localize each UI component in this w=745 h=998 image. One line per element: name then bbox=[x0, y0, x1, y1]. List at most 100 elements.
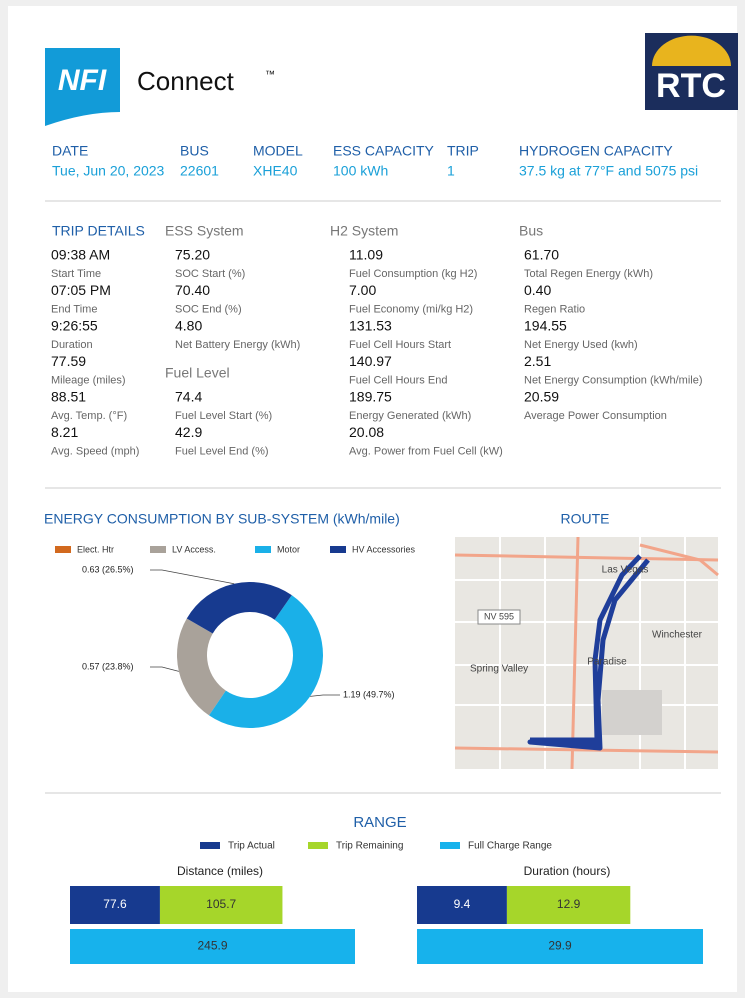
info-value: Tue, Jun 20, 2023 bbox=[52, 163, 165, 179]
detail-label: Duration bbox=[51, 339, 93, 351]
bar-label: 77.6 bbox=[103, 897, 127, 911]
section-title: Bus bbox=[519, 223, 543, 239]
detail-value: 2.51 bbox=[524, 353, 551, 369]
detail-label: Fuel Economy (mi/kg H2) bbox=[349, 303, 473, 315]
detail-label: Avg. Power from Fuel Cell (kW) bbox=[349, 445, 503, 457]
detail-label: Energy Generated (kWh) bbox=[349, 410, 471, 422]
detail-value: 75.20 bbox=[175, 247, 210, 263]
detail-label: Avg. Speed (mph) bbox=[51, 445, 139, 457]
map-label: NV 595 bbox=[484, 611, 514, 621]
detail-value: 8.21 bbox=[51, 424, 78, 440]
info-label: DATE bbox=[52, 143, 88, 159]
info-value: 37.5 kg at 77°F and 5075 psi bbox=[519, 163, 698, 179]
bar-label: 245.9 bbox=[197, 939, 227, 953]
detail-value: 131.53 bbox=[349, 318, 392, 334]
detail-value: 20.08 bbox=[349, 424, 384, 440]
detail-value: 74.4 bbox=[175, 389, 202, 405]
info-label: MODEL bbox=[253, 143, 303, 159]
airport bbox=[602, 690, 662, 735]
section-title: ESS System bbox=[165, 223, 244, 239]
detail-value: 42.9 bbox=[175, 424, 202, 440]
legend-label: Elect. Htr bbox=[77, 544, 114, 554]
bar-label: 105.7 bbox=[206, 897, 236, 911]
detail-value: 20.59 bbox=[524, 389, 559, 405]
info-value: 100 kWh bbox=[333, 163, 388, 179]
detail-value: 189.75 bbox=[349, 389, 392, 405]
detail-label: Mileage (miles) bbox=[51, 374, 126, 386]
bar-label: 9.4 bbox=[454, 897, 471, 911]
detail-label: Net Battery Energy (kWh) bbox=[175, 339, 300, 351]
map-label: Spring Valley bbox=[470, 664, 528, 675]
legend-swatch bbox=[55, 546, 71, 553]
info-label: HYDROGEN CAPACITY bbox=[519, 143, 673, 159]
detail-label: Fuel Cell Hours Start bbox=[349, 339, 451, 351]
detail-label: Net Energy Consumption (kWh/mile) bbox=[524, 374, 703, 386]
map-label: Paradise bbox=[587, 657, 627, 668]
chart-title: Duration (hours) bbox=[524, 864, 611, 878]
legend-swatch bbox=[330, 546, 346, 553]
rtc-logo-text: RTC bbox=[656, 67, 726, 105]
legend-label: Motor bbox=[277, 544, 300, 554]
detail-label: Start Time bbox=[51, 268, 101, 280]
legend-swatch bbox=[150, 546, 166, 553]
detail-label: Fuel Level End (%) bbox=[175, 445, 269, 457]
detail-value: 77.59 bbox=[51, 353, 86, 369]
map-label: Winchester bbox=[652, 630, 703, 641]
detail-value: 07:05 PM bbox=[51, 282, 111, 298]
detail-value: 9:26:55 bbox=[51, 318, 98, 334]
trademark: ™ bbox=[265, 70, 275, 81]
detail-value: 140.97 bbox=[349, 353, 392, 369]
detail-value: 0.40 bbox=[524, 282, 551, 298]
detail-label: SOC End (%) bbox=[175, 303, 242, 315]
detail-value: 11.09 bbox=[349, 247, 383, 263]
section-title: Fuel Level bbox=[165, 365, 230, 381]
legend-label: Full Charge Range bbox=[468, 841, 552, 852]
legend-label: Trip Actual bbox=[228, 841, 275, 852]
value-label: 0.63 (26.5%) bbox=[82, 564, 134, 574]
range-title: RANGE bbox=[353, 814, 406, 831]
detail-label: Fuel Consumption (kg H2) bbox=[349, 268, 477, 280]
legend-label: LV Access. bbox=[172, 544, 216, 554]
detail-value: 4.80 bbox=[175, 318, 202, 334]
section-title: H2 System bbox=[330, 223, 398, 239]
report: NFI Connect ™ RTC ENERGY CONSUMPTION BY … bbox=[0, 0, 745, 998]
detail-value: 194.55 bbox=[524, 318, 567, 334]
chart-title: Distance (miles) bbox=[177, 864, 263, 878]
info-label: ESS CAPACITY bbox=[333, 143, 435, 159]
bar-label: 12.9 bbox=[557, 897, 581, 911]
legend-swatch bbox=[255, 546, 271, 553]
detail-label: Avg. Temp. (°F) bbox=[51, 410, 127, 422]
detail-label: Regen Ratio bbox=[524, 303, 585, 315]
section-title: TRIP DETAILS bbox=[52, 223, 145, 239]
energy-title: ENERGY CONSUMPTION BY SUB-SYSTEM (kWh/mi… bbox=[44, 511, 400, 527]
detail-value: 88.51 bbox=[51, 389, 86, 405]
legend-swatch bbox=[440, 842, 460, 849]
detail-label: End Time bbox=[51, 303, 97, 315]
value-label: 0.57 (23.8%) bbox=[82, 661, 134, 671]
detail-value: 7.00 bbox=[349, 282, 376, 298]
bar-label: 29.9 bbox=[548, 939, 572, 953]
info-value: 22601 bbox=[180, 163, 219, 179]
route-map bbox=[455, 537, 718, 769]
detail-label: Fuel Level Start (%) bbox=[175, 410, 272, 422]
info-label: BUS bbox=[180, 143, 209, 159]
detail-label: Fuel Cell Hours End bbox=[349, 374, 447, 386]
detail-label: Total Regen Energy (kWh) bbox=[524, 268, 653, 280]
legend-label: Trip Remaining bbox=[336, 841, 403, 852]
nfi-logo-text: NFI bbox=[58, 64, 107, 97]
detail-label: SOC Start (%) bbox=[175, 268, 245, 280]
app-name: Connect bbox=[137, 66, 235, 96]
info-value: XHE40 bbox=[253, 163, 298, 179]
value-label: 1.19 (49.7%) bbox=[343, 689, 395, 699]
info-label: TRIP bbox=[447, 143, 479, 159]
detail-value: 09:38 AM bbox=[51, 247, 110, 263]
legend-swatch bbox=[200, 842, 220, 849]
legend-label: HV Accessories bbox=[352, 544, 416, 554]
legend-swatch bbox=[308, 842, 328, 849]
detail-value: 61.70 bbox=[524, 247, 559, 263]
map-label: Las Vegas bbox=[602, 565, 649, 576]
info-value: 1 bbox=[447, 163, 455, 179]
detail-label: Average Power Consumption bbox=[524, 410, 667, 422]
detail-value: 70.40 bbox=[175, 282, 210, 298]
route-title: ROUTE bbox=[561, 511, 610, 527]
